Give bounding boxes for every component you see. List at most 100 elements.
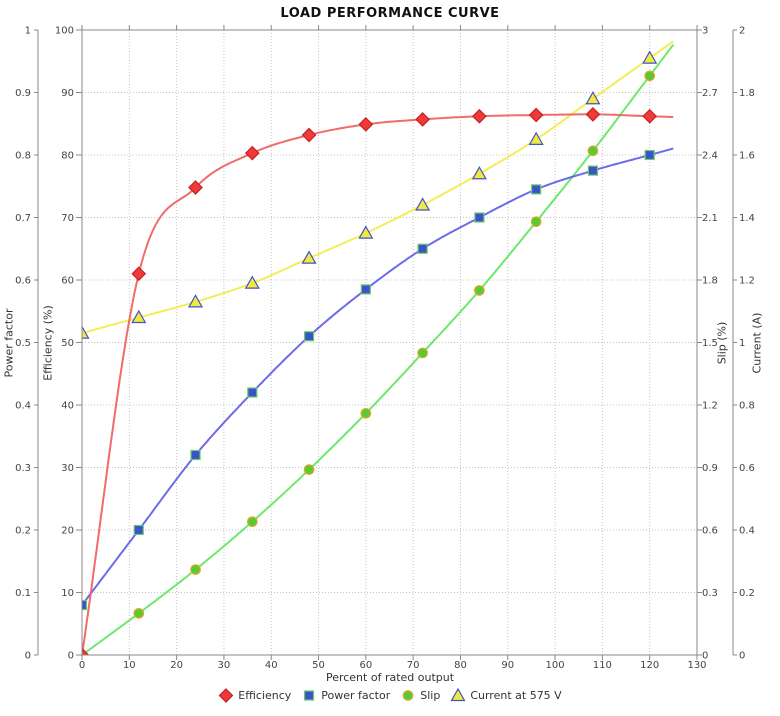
slip-data-point	[133, 607, 145, 619]
current-tick-label: 0	[739, 651, 745, 662]
x-tick-label: 110	[593, 660, 612, 671]
power_factor-tick-label: 1	[25, 26, 31, 37]
x-tick-label: 40	[265, 660, 278, 671]
legend-item-power-factor: Power factor	[301, 688, 390, 703]
current-tick-label: 0.4	[739, 526, 755, 537]
legend-item-slip: Slip	[400, 688, 440, 703]
tick-labels: 0 10 20 30 40 50 60 70 80 90 100 110 120 13000.10.20.…	[15, 26, 755, 672]
slip-data-point	[246, 516, 258, 528]
x-tick-label: 10	[123, 660, 136, 671]
efficiency-data-point	[472, 108, 487, 124]
legend-label-power-factor: Power factor	[321, 689, 391, 702]
slip-data-point	[530, 216, 542, 228]
slip-data-point	[417, 347, 428, 359]
series-efficiency-line	[82, 113, 674, 655]
current-tick-label: 0.8	[739, 401, 755, 412]
efficiency-tick-label: 90	[61, 88, 74, 99]
slip-tick-label: 1.2	[702, 401, 718, 412]
slip-tick-label: 0.6	[702, 526, 718, 537]
efficiency-tick-label: 50	[61, 338, 74, 349]
current-at-575-v-data-point	[244, 275, 260, 289]
slip-data-point	[474, 285, 485, 296]
power_factor-tick-label: 0.8	[15, 151, 31, 162]
efficiency-data-point	[642, 108, 658, 124]
efficiency-tick-label: 10	[61, 588, 74, 599]
power-factor-data-point	[190, 449, 201, 461]
circle-icon-shape	[402, 690, 414, 701]
slip-data-point	[644, 70, 656, 82]
series-power-factor-markers	[82, 149, 655, 611]
efficiency-tick-label: 30	[61, 463, 74, 474]
efficiency-data-point	[358, 117, 374, 132]
current-at-575-v-data-point	[358, 225, 374, 239]
efficiency-data-point	[301, 127, 317, 143]
slip-data-point	[190, 564, 201, 575]
current-tick-label: 1.8	[739, 88, 755, 99]
efficiency-data-point	[585, 107, 601, 122]
x-tick-label: 50	[312, 660, 325, 671]
series-layer	[82, 40, 675, 655]
efficiency-data-point	[415, 112, 430, 127]
power-factor-data-point	[531, 184, 542, 195]
efficiency-tick-label: 0	[68, 651, 74, 662]
efficiency-data-point	[528, 107, 544, 123]
legend-label-slip: Slip	[420, 689, 441, 702]
efficiency-tick-label: 40	[61, 401, 74, 412]
series-efficiency-markers	[82, 107, 658, 655]
power-factor-data-point	[82, 599, 88, 611]
x-tick-label: 20	[170, 660, 183, 671]
x-tick-label: 60	[359, 660, 372, 671]
current-at-575-v-data-point	[528, 131, 544, 145]
power-factor-data-point	[247, 387, 258, 398]
slip-tick-label: 0.3	[702, 588, 718, 599]
power-factor-data-point	[587, 165, 599, 176]
square-icon-shape	[304, 690, 315, 701]
efficiency-tick-label: 80	[61, 151, 74, 162]
slip-tick-label: 0	[702, 651, 708, 662]
slip-tick-label: 2.4	[702, 151, 718, 162]
current-at-575-v-data-point	[585, 91, 601, 105]
efficiency-data-point	[131, 266, 147, 282]
power_factor-tick-label: 0.5	[15, 338, 31, 349]
power_factor-tick-label: 0.6	[15, 276, 31, 287]
gridlines	[81, 29, 698, 656]
slip-tick-label: 1.5	[702, 338, 718, 349]
current-tick-label: 1.6	[739, 151, 755, 162]
circle-icon	[402, 690, 414, 701]
power-factor-data-point	[133, 524, 144, 536]
legend-label-current-at-575-v: Current at 575 V	[470, 689, 562, 702]
diamond-icon-shape	[218, 688, 234, 703]
legend: Efficiency Power factor Slip Current at 575…	[0, 688, 780, 703]
current-at-575-v-data-point	[82, 325, 90, 339]
efficiency-data-point	[244, 145, 260, 161]
current-at-575-v-data-point	[131, 309, 147, 324]
series-power-factor-line	[82, 147, 674, 606]
power_factor-tick-label: 0	[25, 651, 31, 662]
current-tick-label: 1.4	[739, 213, 755, 224]
slip-data-point	[587, 145, 599, 157]
triangle-icon-shape	[450, 688, 466, 702]
current-at-575-v-data-point	[415, 197, 431, 211]
efficiency-tick-label: 20	[61, 526, 74, 537]
power_factor-tick-label: 0.3	[15, 463, 31, 474]
series-current-at-575-v-line	[82, 40, 674, 335]
x-tick-label: 130	[687, 660, 706, 671]
x-tick-label: 70	[407, 660, 420, 671]
power_factor-tick-label: 0.1	[15, 588, 31, 599]
slip-tick-label: 2.7	[702, 88, 718, 99]
efficiency-data-point	[188, 180, 203, 195]
x-tick-label: 30	[218, 660, 231, 671]
x-tick-label: 120	[640, 660, 659, 671]
power-factor-data-point	[360, 284, 371, 295]
power_factor-tick-label: 0.2	[15, 526, 31, 537]
efficiency-tick-label: 70	[61, 213, 74, 224]
current-tick-label: 0.6	[739, 463, 755, 474]
current-tick-label: 1.2	[739, 276, 755, 287]
power-factor-data-point	[474, 212, 485, 223]
slip-tick-label: 0.9	[702, 463, 718, 474]
power_factor-tick-label: 0.4	[15, 401, 31, 412]
current-tick-label: 1	[739, 338, 745, 349]
series-slip-markers	[82, 70, 656, 655]
legend-item-efficiency: Efficiency	[218, 688, 291, 703]
square-icon	[304, 690, 315, 701]
